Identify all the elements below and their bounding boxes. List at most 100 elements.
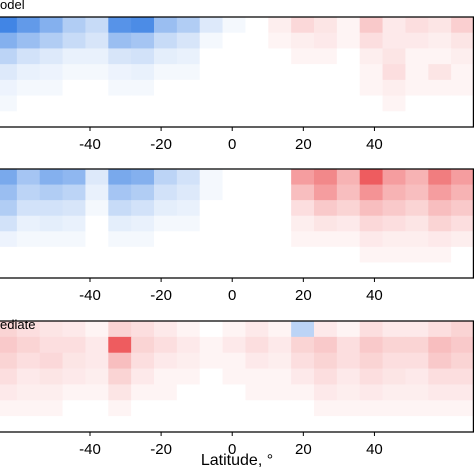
heatmap-cell bbox=[131, 400, 155, 417]
heatmap-cell bbox=[39, 64, 64, 81]
heatmap-cell bbox=[245, 352, 269, 370]
heatmap-cell bbox=[359, 111, 384, 128]
heatmap-cell bbox=[62, 17, 87, 34]
heatmap-cell bbox=[451, 95, 474, 112]
heatmap-cell bbox=[39, 79, 64, 97]
heatmap-cell bbox=[314, 384, 338, 401]
heatmap-cell bbox=[268, 64, 292, 81]
heatmap-cell bbox=[0, 64, 18, 81]
heatmap-cell bbox=[314, 169, 338, 186]
heatmap-cell bbox=[268, 32, 292, 50]
heatmap-cell bbox=[16, 246, 41, 264]
heatmap-cell bbox=[0, 48, 18, 65]
heatmap-cell bbox=[85, 200, 109, 217]
heatmap-cell bbox=[314, 231, 338, 248]
heatmap-cell bbox=[382, 246, 407, 264]
heatmap-cell bbox=[428, 17, 452, 34]
heatmap-cell bbox=[428, 32, 452, 50]
heatmap-cell bbox=[16, 95, 41, 112]
heatmap-cell bbox=[336, 111, 361, 128]
heatmap-cell bbox=[336, 352, 361, 370]
heatmap-cell bbox=[405, 95, 429, 112]
heatmap-cell bbox=[382, 95, 407, 112]
heatmap-cell bbox=[16, 400, 41, 417]
heatmap-cell bbox=[245, 368, 269, 386]
heatmap-cell bbox=[199, 95, 224, 112]
heatmap-cell bbox=[0, 246, 18, 264]
heatmap-cell bbox=[39, 321, 64, 338]
x-tick-label: 0 bbox=[228, 287, 236, 304]
heatmap-cell bbox=[222, 384, 247, 401]
heatmap-cell bbox=[451, 231, 474, 248]
heatmap-cell bbox=[199, 352, 224, 370]
heatmap-cell bbox=[39, 169, 64, 186]
heatmap-cell bbox=[451, 400, 474, 417]
heatmap-cell bbox=[428, 368, 452, 386]
heatmap-cell bbox=[428, 184, 452, 201]
heatmap-cell bbox=[85, 111, 109, 128]
heatmap-cell bbox=[39, 48, 64, 65]
x-tick-label: -20 bbox=[150, 136, 172, 153]
heatmap-cell bbox=[176, 17, 201, 34]
heatmap-cell bbox=[291, 79, 315, 97]
heatmap-panel-3: -40 -20 0 20 40 bbox=[0, 320, 474, 458]
heatmap-cell bbox=[0, 17, 18, 34]
heatmap-cell bbox=[291, 64, 315, 81]
heatmap-cell bbox=[428, 231, 452, 248]
heatmap-cell bbox=[85, 231, 109, 248]
heatmap-cell bbox=[108, 215, 132, 232]
heatmap-cell bbox=[108, 48, 132, 65]
heatmap-cell bbox=[451, 336, 474, 354]
heatmap-panel-1: -40 -20 0 20 40 bbox=[0, 16, 474, 153]
heatmap-cell bbox=[176, 48, 201, 65]
heatmap-cell bbox=[85, 246, 109, 264]
heatmap-cell bbox=[451, 64, 474, 81]
heatmap-cell bbox=[291, 231, 315, 248]
heatmap-cell bbox=[359, 79, 384, 97]
heatmap-cell bbox=[85, 321, 109, 338]
heatmap-cell bbox=[405, 352, 429, 370]
heatmap-cell bbox=[62, 200, 87, 217]
heatmap-cell bbox=[359, 416, 384, 433]
heatmap-cell bbox=[382, 64, 407, 81]
heatmap-cell bbox=[154, 400, 178, 417]
heatmap-cell bbox=[222, 416, 247, 433]
heatmap-cell bbox=[451, 79, 474, 97]
heatmap-cell bbox=[451, 384, 474, 401]
x-tick-label: 40 bbox=[366, 287, 383, 304]
heatmap-cell bbox=[85, 352, 109, 370]
heatmap-cell bbox=[108, 184, 132, 201]
heatmap-cell bbox=[85, 64, 109, 81]
heatmap-cell bbox=[428, 215, 452, 232]
heatmap-cell bbox=[291, 416, 315, 433]
heatmap-cell bbox=[108, 368, 132, 386]
heatmap-cell bbox=[199, 336, 224, 354]
heatmap-cell bbox=[199, 262, 224, 279]
heatmap-cell bbox=[382, 400, 407, 417]
heatmap-cell bbox=[131, 246, 155, 264]
heatmap-cell bbox=[39, 384, 64, 401]
heatmap-cell bbox=[382, 262, 407, 279]
heatmap-cell bbox=[62, 64, 87, 81]
heatmap-cell bbox=[245, 231, 269, 248]
heatmap-cell bbox=[428, 79, 452, 97]
heatmap-cell bbox=[359, 384, 384, 401]
heatmap-cell bbox=[428, 336, 452, 354]
heatmap-cell bbox=[359, 400, 384, 417]
heatmap-cell bbox=[245, 336, 269, 354]
heatmap-cell bbox=[176, 321, 201, 338]
heatmap-cell bbox=[314, 95, 338, 112]
heatmap-cell bbox=[176, 246, 201, 264]
heatmap-cell bbox=[245, 17, 269, 34]
heatmap-cell bbox=[245, 416, 269, 433]
heatmap-cell bbox=[199, 231, 224, 248]
x-tick-label: -20 bbox=[150, 287, 172, 304]
heatmap-cell bbox=[131, 48, 155, 65]
heatmap-cell bbox=[85, 79, 109, 97]
heatmap-cell bbox=[131, 32, 155, 50]
heatmap-cell bbox=[314, 200, 338, 217]
heatmap-cell bbox=[131, 64, 155, 81]
heatmap-cell bbox=[405, 262, 429, 279]
x-tick-label: 40 bbox=[366, 136, 383, 153]
heatmap-cell bbox=[199, 64, 224, 81]
